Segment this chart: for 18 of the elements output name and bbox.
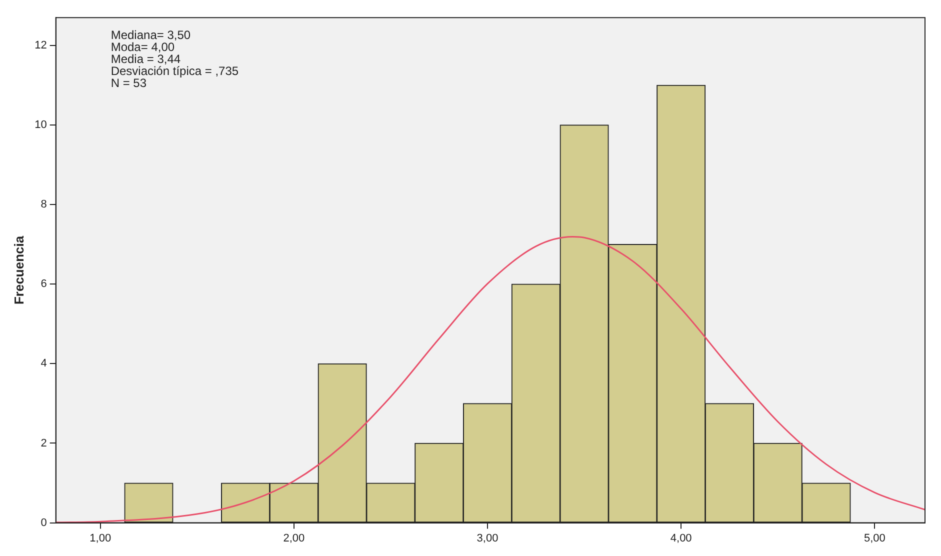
x-tick-label: 5,00 — [864, 532, 886, 544]
annotation: Moda= 4,00 — [110, 40, 175, 54]
y-axis-title: Frecuencia — [11, 235, 26, 305]
annotation: Mediana= 3,50 — [110, 28, 191, 42]
annotation: N = 53 — [110, 76, 147, 90]
x-tick-label: 2,00 — [283, 532, 305, 544]
y-tick-label: 6 — [40, 278, 47, 290]
annotation: Media = 3,44 — [110, 52, 181, 66]
x-tick-label: 3,00 — [476, 532, 498, 544]
y-tick-label: 4 — [40, 358, 47, 370]
y-tick-label: 2 — [40, 437, 47, 450]
x-tick-label: 1,00 — [90, 532, 112, 544]
annotation: Desviación típica = ,735 — [110, 64, 239, 78]
y-tick-label: 8 — [40, 198, 47, 211]
y-tick-label: 12 — [34, 39, 47, 52]
y-tick-label: 10 — [34, 119, 47, 132]
x-tick-label: 4,00 — [670, 532, 692, 544]
y-tick-label: 0 — [40, 516, 47, 529]
